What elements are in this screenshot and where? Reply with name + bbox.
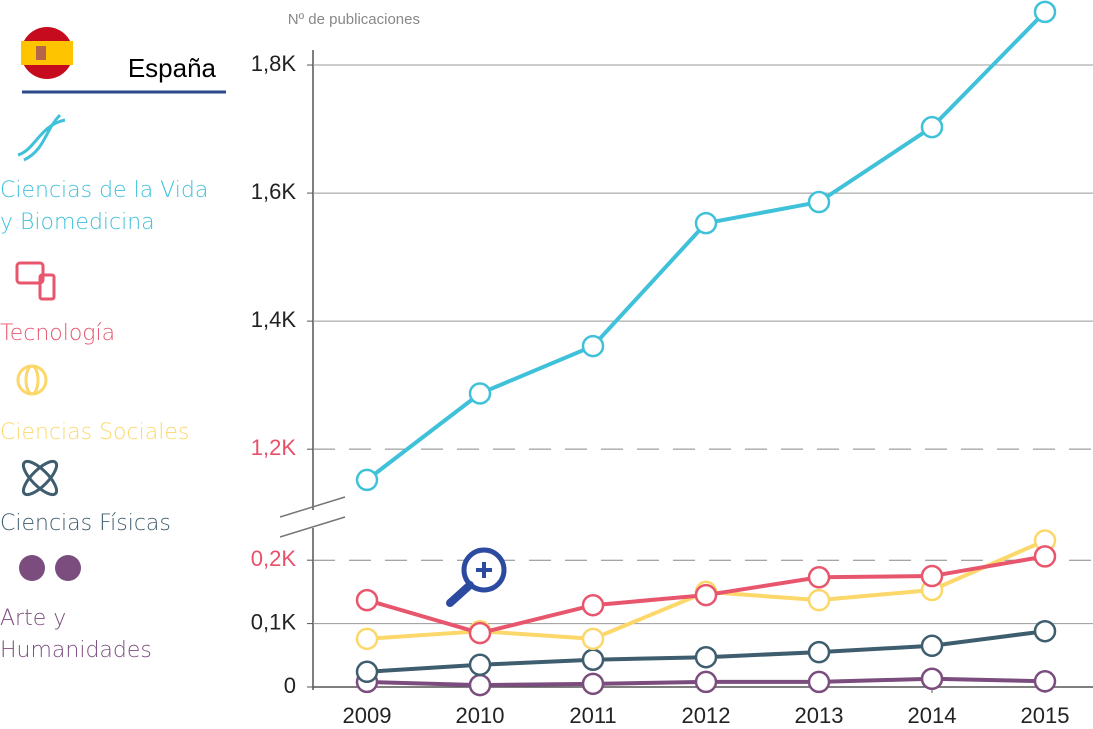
point: [1033, 670, 1057, 693]
y-axis-label: Nº de publicaciones: [288, 11, 420, 28]
point: [581, 334, 605, 358]
point: [468, 382, 492, 405]
y-tick-label: 0: [284, 673, 296, 698]
legend-entry: Ciencias Sociales: [0, 420, 190, 445]
legend-entry: Ciencias Físicas: [0, 511, 171, 536]
legend-entry: Ciencias de la Vida y Biomedicina: [0, 178, 209, 235]
point: [1033, 0, 1057, 24]
series: [355, 667, 1057, 697]
x-tick-label: 2012: [682, 703, 731, 728]
point: [468, 653, 492, 677]
point: [1033, 619, 1057, 643]
point: [807, 640, 831, 664]
y-tick-label: 1,4K: [251, 307, 297, 332]
zoom-button[interactable]: [446, 547, 507, 607]
series: [355, 0, 1057, 492]
legend-entry: Arte y Humanidades: [0, 606, 152, 663]
axis-break: [279, 496, 346, 538]
x-tick-label: 2013: [795, 703, 844, 728]
point: [581, 672, 605, 696]
point: [920, 115, 944, 139]
y-tick-label: 1,2K: [251, 435, 297, 460]
point: [694, 583, 718, 607]
country: España: [128, 53, 217, 83]
x-tick-label: 2009: [343, 703, 392, 728]
point: [807, 670, 831, 694]
x-tick-label: 2014: [908, 703, 957, 728]
point: [468, 673, 492, 697]
point: [581, 648, 605, 671]
point: [355, 660, 379, 684]
point: [920, 634, 944, 658]
point: [807, 588, 831, 612]
x-tick-label: 2015: [1021, 703, 1070, 728]
point: [581, 593, 605, 617]
point: [694, 211, 718, 235]
point: [355, 627, 379, 651]
point: [1033, 545, 1057, 568]
point: [694, 670, 718, 694]
y-tick-label: 1,8K: [251, 51, 297, 76]
point: [694, 645, 718, 669]
point: [581, 627, 605, 651]
x-tick-label: 2010: [456, 703, 505, 728]
point: [920, 564, 944, 588]
series: [355, 619, 1057, 684]
legend-entry: Tecnología: [0, 321, 116, 346]
icons: [15, 113, 81, 581]
flag: [21, 27, 73, 79]
y-tick-label: 1,6K: [251, 179, 297, 204]
point: [355, 468, 379, 492]
x-tick-label: 2011: [569, 703, 616, 728]
point: [807, 190, 831, 214]
point: [355, 588, 379, 612]
line: [365, 10, 1047, 482]
y-tick-label: 0,1K: [251, 609, 297, 634]
y-tick-label: 0,2K: [251, 546, 297, 571]
point: [807, 566, 831, 589]
point: [920, 667, 944, 691]
point: [468, 621, 492, 645]
series: [355, 545, 1057, 645]
